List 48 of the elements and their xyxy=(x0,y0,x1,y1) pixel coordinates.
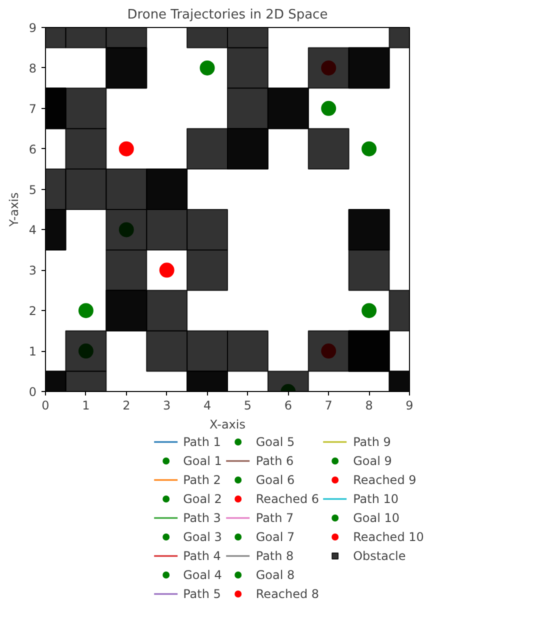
y-tick-label: 6 xyxy=(28,142,37,156)
x-axis-title: X-axis xyxy=(210,418,246,432)
y-tick-label: 8 xyxy=(28,61,37,76)
legend-label: Goal 4 xyxy=(183,567,222,582)
legend-label: Goal 2 xyxy=(183,491,222,506)
y-tick-label: 5 xyxy=(28,182,37,197)
legend-label: Path 8 xyxy=(256,548,294,563)
legend-label: Goal 10 xyxy=(353,510,400,525)
legend-label: Path 2 xyxy=(183,472,221,487)
legend-label: Goal 5 xyxy=(256,434,295,449)
x-tick-label: 2 xyxy=(122,398,130,412)
y-tick-label: 1 xyxy=(28,344,37,359)
y-tick-label: 7 xyxy=(28,102,37,116)
legend-label: Path 3 xyxy=(183,510,221,525)
legend-label: Goal 6 xyxy=(256,472,295,487)
legend-label: Path 4 xyxy=(183,548,221,563)
legend-label: Reached 9 xyxy=(353,472,416,487)
legend-label: Path 9 xyxy=(353,434,391,449)
legend-label: Reached 8 xyxy=(256,586,320,601)
x-tick-label: 1 xyxy=(82,398,90,412)
legend-label: Goal 7 xyxy=(256,529,295,544)
legend-label: Path 1 xyxy=(183,434,221,449)
legend-label: Path 10 xyxy=(353,491,399,506)
x-tick-label: 5 xyxy=(244,398,252,412)
x-tick-label: 6 xyxy=(284,398,292,412)
legend-label: Goal 8 xyxy=(256,567,295,582)
y-tick-label: 3 xyxy=(28,264,37,278)
legend-label: Goal 9 xyxy=(353,453,392,468)
legend-label: Reached 6 xyxy=(256,491,320,506)
x-tick-label: 8 xyxy=(365,398,373,412)
chart-title: Drone Trajectories in 2D Space xyxy=(127,8,328,22)
legend-label: Obstacle xyxy=(353,548,406,563)
x-tick-label: 4 xyxy=(203,398,212,412)
y-tick-label: 4 xyxy=(28,223,37,238)
y-tick-label: 9 xyxy=(28,21,37,35)
legend-label: Path 7 xyxy=(256,510,294,525)
y-tick-label: 0 xyxy=(28,385,37,399)
x-tick-label: 3 xyxy=(163,398,171,412)
legend-label: Goal 3 xyxy=(183,529,222,544)
y-axis-title: Y-axis xyxy=(6,192,21,228)
legend-label: Path 5 xyxy=(183,586,221,601)
legend-label: Reached 10 xyxy=(353,529,424,544)
x-tick-label: 0 xyxy=(42,398,50,412)
y-tick-label: 2 xyxy=(28,304,37,318)
x-tick-label: 9 xyxy=(406,398,414,412)
legend-label: Path 6 xyxy=(256,453,294,468)
x-tick-label: 7 xyxy=(324,398,332,412)
legend-label: Goal 1 xyxy=(183,453,222,468)
